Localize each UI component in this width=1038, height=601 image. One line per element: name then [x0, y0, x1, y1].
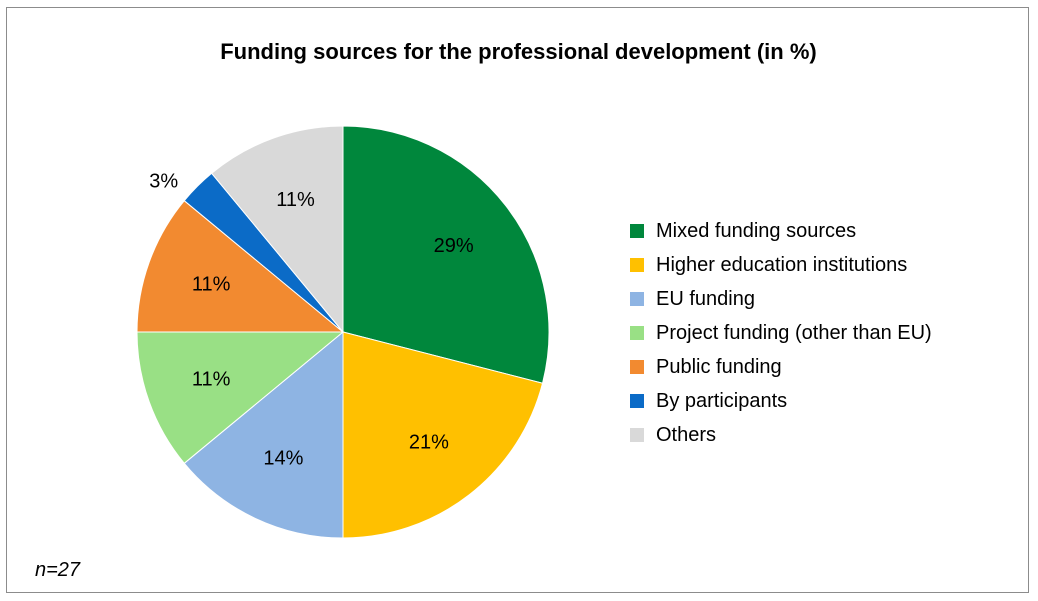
slice-value-label: 29%: [434, 235, 474, 257]
legend-label: By participants: [656, 390, 788, 412]
legend-label: Higher education institutions: [656, 254, 908, 276]
slice-value-label: 3%: [149, 171, 178, 193]
legend-label: Project funding (other than EU): [656, 322, 932, 344]
chart-frame: Funding sources for the professional dev…: [6, 7, 1029, 593]
pie-slice: [342, 331, 544, 539]
legend-swatch: [630, 394, 644, 408]
legend-swatch: [630, 258, 644, 272]
legend-swatch: [630, 326, 644, 340]
legend-swatch: [630, 292, 644, 306]
slice-value-label: 14%: [263, 448, 303, 470]
legend-label: Public funding: [656, 356, 782, 378]
slice-value-label: 21%: [409, 432, 449, 454]
legend-label: Others: [656, 424, 717, 446]
pie-chart: 29% 21% 14% 11% 11% 3% 11%: [136, 125, 550, 539]
pie-slice: [342, 125, 550, 384]
legend-swatch: [630, 428, 644, 442]
pie-slice: [136, 199, 345, 333]
legend-swatch: [630, 360, 644, 374]
pie-slice: [136, 331, 345, 465]
pie-slice: [210, 125, 344, 334]
legend-label: EU funding: [656, 288, 755, 310]
slice-value-label: 11%: [192, 368, 231, 390]
pie-slices: [136, 125, 550, 539]
legend-swatch: [630, 224, 644, 238]
sample-size-note: n=27: [35, 559, 81, 581]
slice-value-label: 11%: [192, 274, 231, 296]
pie-slice-labels: 29% 21% 14% 11% 11% 3% 11%: [149, 171, 474, 470]
chart-title: Funding sources for the professional dev…: [220, 39, 817, 64]
slice-value-label: 11%: [276, 189, 315, 211]
pie-slice: [183, 330, 344, 539]
legend-label: Mixed funding sources: [656, 220, 857, 242]
